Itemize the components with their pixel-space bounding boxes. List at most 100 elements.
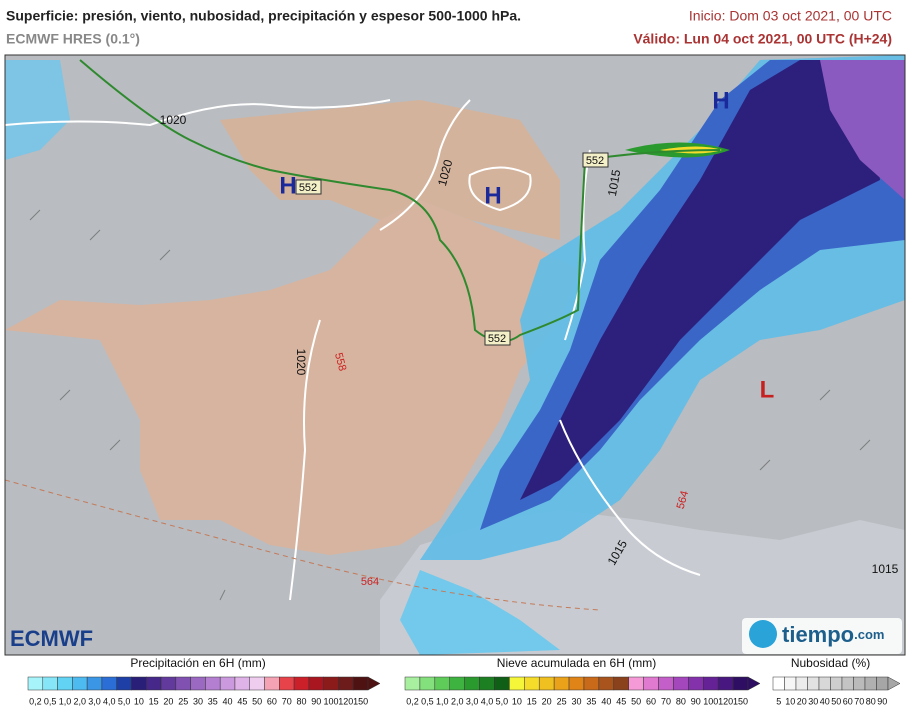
legend-swatch: [86, 676, 103, 691]
legend-swatch: [658, 676, 674, 691]
title: Superficie: presión, viento, nubosidad, …: [6, 8, 521, 24]
legend-swatch: [190, 676, 206, 691]
legend-swatch: [116, 676, 132, 691]
legend-swatch: [864, 676, 877, 691]
legend-swatch: [818, 676, 831, 691]
legend-tick-label: 20: [797, 696, 807, 706]
legend-tick-label: 70: [854, 696, 864, 706]
legend-tick-label: 150: [353, 696, 368, 706]
legend-swatch: [219, 676, 236, 691]
legend-swatch: [784, 676, 797, 691]
legend-tick-label: 1,0: [59, 696, 72, 706]
thickness-label: 552: [299, 182, 317, 194]
legend-swatch: [598, 676, 615, 691]
legend-tick-label: 20: [542, 696, 552, 706]
legend-tick-label: 30: [808, 696, 818, 706]
thickness-label: 564: [361, 576, 379, 588]
legend-swatch: [101, 676, 117, 691]
legend-swatch: [876, 676, 889, 691]
legend-swatch: [643, 676, 659, 691]
legend-tick-label: 70: [661, 696, 671, 706]
legend-swatch: [205, 676, 221, 691]
legend-swatch: [419, 676, 436, 691]
isobar-label: 1020: [160, 113, 187, 127]
legend-swatch: [279, 676, 295, 691]
legend-swatch: [583, 676, 600, 691]
valid: Válido: Lun 04 oct 2021, 00 UTC (H+24): [633, 31, 892, 47]
legends: Precipitación en 6H (mm)0,2 0,5 1,0 2,0 3,0 4…: [27, 656, 901, 706]
legend-swatch: [795, 676, 808, 691]
legend-tick-label: 4,0: [481, 696, 494, 706]
legend-tick-label: 50: [252, 696, 262, 706]
legend-swatch: [853, 676, 866, 691]
legend-swatch: [404, 676, 421, 691]
legend-swatch: [308, 676, 324, 691]
isobar-label: 1015: [605, 168, 623, 197]
legend-swatch: [249, 676, 265, 691]
legend-arrow: [747, 676, 761, 691]
legend-tick-label: 25: [178, 696, 188, 706]
legend-tick-label: 45: [616, 696, 626, 706]
legend-swatch: [434, 676, 450, 691]
legend-swatch: [841, 676, 854, 691]
legend-tick-label: 2,0: [73, 696, 86, 706]
legend-tick-label: 70: [282, 696, 292, 706]
isobar-label: 1020: [294, 349, 308, 376]
legend-tick-label: 4,0: [103, 696, 116, 706]
legend-title: Nubosidad (%): [791, 656, 870, 670]
legend-tick-label: 20: [163, 696, 173, 706]
legend-title: Precipitación en 6H (mm): [130, 656, 265, 670]
legend-swatch: [494, 676, 510, 691]
legend-tick-label: 90: [691, 696, 701, 706]
low-center: L: [760, 376, 775, 403]
legend-tick-label: 0,2: [29, 696, 42, 706]
legend-tick-label: 3,0: [466, 696, 479, 706]
thickness-label: 558: [332, 352, 348, 373]
legend-title: Nieve acumulada en 6H (mm): [497, 656, 656, 670]
legend-tick-label: 90: [311, 696, 321, 706]
legend-tick-label: 35: [586, 696, 596, 706]
legend-swatch: [628, 676, 644, 691]
legend-swatch: [772, 676, 785, 691]
legend-arrow: [887, 676, 901, 691]
legend-tick-label: 15: [527, 696, 537, 706]
legend-tick-label: 80: [866, 696, 876, 706]
legend-tick-label: 30: [571, 696, 581, 706]
legend-swatch: [146, 676, 162, 691]
legend-swatch: [553, 676, 570, 691]
legend-tick-label: 35: [208, 696, 218, 706]
legend-swatch: [717, 676, 734, 691]
legend-tick-label: 50: [831, 696, 841, 706]
legend-swatch: [538, 676, 555, 691]
legend-swatch: [323, 676, 339, 691]
tiempo-logo: tiempo.com: [782, 622, 884, 647]
legend-tick-label: 60: [267, 696, 277, 706]
legend-tick-label: 5: [776, 696, 781, 706]
legend-swatch: [293, 676, 310, 691]
legend-tick-label: 10: [134, 696, 144, 706]
legend-tick-label: 80: [296, 696, 306, 706]
legend-tick-label: 15: [149, 696, 159, 706]
legend-tick-label: 100: [703, 696, 718, 706]
legend-tick-label: 100: [324, 696, 339, 706]
legend-swatch: [175, 676, 191, 691]
legend-tick-label: 90: [877, 696, 887, 706]
legend-tick-label: 5,0: [496, 696, 509, 706]
legend-tick-label: 10: [785, 696, 795, 706]
ecmwf-logo: ECMWF: [10, 626, 93, 651]
model: ECMWF HRES (0.1°): [6, 31, 140, 47]
thickness-label: 564: [675, 490, 691, 511]
legend-swatch: [234, 676, 250, 691]
high-center: H: [484, 182, 501, 209]
legend-tick-label: 30: [193, 696, 203, 706]
legend-tick-label: 0,2: [406, 696, 419, 706]
legend-swatch: [830, 676, 843, 691]
legend-swatch: [524, 676, 540, 691]
legend-swatch: [449, 676, 465, 691]
legend-tick-label: 40: [820, 696, 830, 706]
legend-tick-label: 45: [237, 696, 247, 706]
legend-tick-label: 40: [223, 696, 233, 706]
legend-arrow: [367, 676, 381, 691]
legend-tick-label: 10: [512, 696, 522, 706]
